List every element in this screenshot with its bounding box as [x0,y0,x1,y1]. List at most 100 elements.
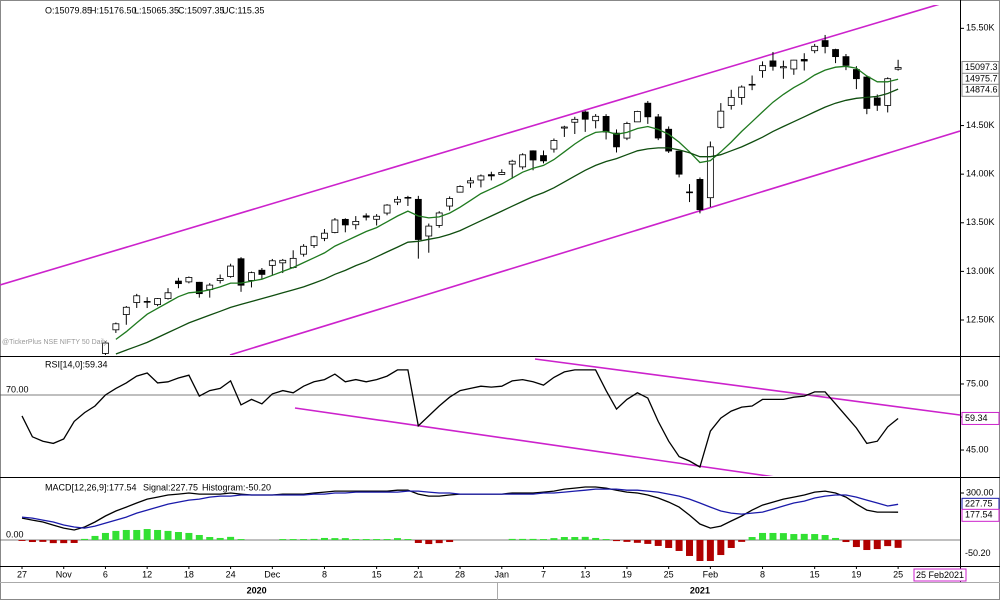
histogram-bar [352,539,360,540]
candle-body [863,76,871,109]
histogram-bar [435,539,443,544]
histogram-bar [644,539,652,544]
y-tick-label: 13.00K [966,266,995,276]
candle-body [143,301,151,303]
candle-body [133,295,141,303]
histogram-bar [195,534,203,540]
candle-body [623,123,631,139]
ohlc-change: UC:115.35 [222,5,264,15]
candle-body [853,69,860,80]
year-label: 2020 [247,585,267,595]
candle-body [696,179,704,211]
histogram-bar [446,539,454,543]
candle-body [321,232,328,239]
date-box [913,568,967,582]
x-tick-label: 24 [226,569,236,579]
x-tick-label: Nov [56,569,73,579]
histogram-bar [852,539,860,548]
histogram-bar [425,539,433,545]
candle-body [748,83,756,86]
ohlc-low: L:15065.35 [134,5,179,15]
histogram-bar [540,539,547,540]
candle-body [352,221,360,226]
candle-body [185,277,193,283]
histogram-bar [331,538,339,540]
candle-body [467,180,474,184]
trend-line [229,130,960,355]
histogram-bar [101,532,109,540]
candle-body [779,66,787,69]
candle-body [477,175,485,181]
candle-body [811,45,819,52]
series-line [115,88,899,355]
histogram-bar [185,532,193,540]
rsi-title: RSI[14,0]:59.34 [45,359,108,369]
histogram-bar [143,529,151,540]
candle-body [300,245,308,255]
histogram-bar [414,539,422,543]
histogram-bar [18,539,26,541]
candle-body [727,96,735,106]
candle-body [227,265,235,277]
candle-body [738,86,746,98]
ohlc-high: H:15176.50 [90,5,137,15]
histogram-bar [623,539,631,542]
candle-body [268,260,276,266]
candle-body [592,115,600,122]
last-value-label: 227.75 [965,499,993,509]
signal-title: Signal:227.75 [143,482,198,492]
histogram-bar [696,539,704,561]
histogram-bar [362,539,370,540]
candle-body [373,215,381,220]
candle-body [717,110,725,128]
candle-body [508,160,516,165]
candle-body [102,342,109,354]
candle-body [540,155,547,162]
histogram-bar [289,539,297,540]
candle-body [602,116,610,133]
histogram-bar [393,538,401,540]
y-tick-label: 12.50K [966,314,995,324]
x-tick-label: 19 [622,569,632,579]
histogram-title: Histogram:-50.20 [202,482,271,492]
histogram-bar [821,534,829,540]
candle-body [362,215,370,218]
last-value-label: -50.20 [965,548,991,558]
histogram-bar [675,539,683,551]
histogram-bar [560,537,568,540]
candle-body [122,306,130,315]
histogram-bar [133,529,141,540]
histogram-bar [373,539,381,540]
histogram-bar [738,539,746,542]
series-line [21,369,899,468]
x-tick-label: Jan [495,569,510,579]
y-tick-label: 14.00K [966,169,995,179]
y-tick-label: 15.50K [966,23,995,33]
candle-body [498,172,506,175]
series-line [21,488,899,529]
x-tick-label: 25 [664,569,674,579]
x-tick-label: 7 [541,569,546,579]
candle-body [581,111,589,120]
candle-body [435,212,443,226]
x-tick-label: 12 [142,569,152,579]
histogram-bar [779,533,787,540]
histogram-bar [91,535,99,540]
candle-body [759,65,766,72]
candle-body [675,150,683,175]
x-tick-label: 21 [413,569,423,579]
candle-body [237,258,245,286]
trend-line [294,407,774,476]
candle-body [654,116,662,139]
x-tick-label: 25 [893,569,903,579]
watermark: @TickerPlus NSE NIFTY 50 Daily [2,339,108,346]
histogram-bar [550,538,558,540]
candle-body [446,198,454,207]
candle-body [800,59,808,62]
macd-title: MACD[12,26,9]:177.54 [45,482,137,492]
histogram-bar [300,539,308,540]
histogram-bar [581,536,589,540]
histogram-bar [529,538,537,540]
